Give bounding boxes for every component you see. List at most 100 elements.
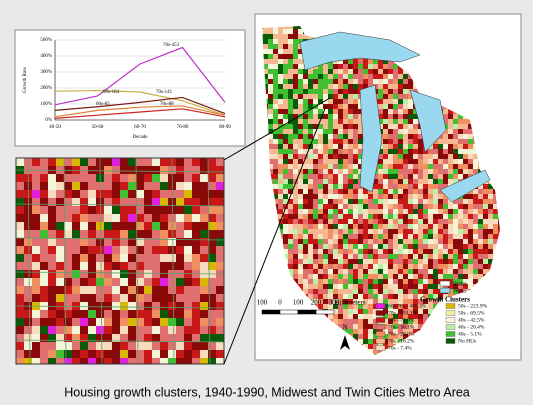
zoom-cell	[88, 262, 96, 270]
map-cell	[468, 194, 473, 199]
zoom-cell	[120, 238, 128, 246]
map-cell	[293, 274, 298, 279]
map-cell	[373, 264, 378, 269]
zoom-cell	[120, 270, 128, 278]
zoom-cell	[48, 214, 56, 222]
map-cell	[348, 324, 353, 329]
map-cell	[293, 244, 298, 249]
zoom-cell	[160, 190, 168, 198]
water-swatch	[439, 287, 451, 294]
map-cell	[358, 134, 363, 139]
zoom-cell	[80, 174, 88, 182]
map-cell	[428, 209, 433, 214]
map-cell	[373, 354, 378, 355]
zoom-cell	[32, 158, 40, 166]
map-cell	[268, 164, 273, 169]
map-cell	[313, 299, 318, 304]
map-cell	[273, 179, 278, 184]
map-cell	[403, 284, 408, 289]
map-cell	[278, 224, 283, 229]
zoom-cell	[56, 246, 64, 254]
map-cell	[458, 139, 463, 144]
map-cell	[483, 204, 488, 209]
map-cell	[293, 229, 298, 234]
zoom-cell	[128, 254, 136, 262]
map-cell	[318, 84, 323, 89]
scale-bar	[261, 309, 281, 315]
map-cell	[353, 279, 358, 284]
map-cell	[483, 184, 488, 189]
map-cell	[383, 169, 388, 174]
map-cell	[423, 319, 428, 324]
zoom-cell	[72, 174, 80, 182]
map-cell	[338, 84, 343, 89]
map-cell	[353, 319, 358, 324]
x-tick-label: 40-50	[49, 125, 61, 130]
map-cell	[278, 119, 283, 124]
zoom-cell	[96, 286, 104, 294]
map-cell	[283, 44, 288, 49]
zoom-cell	[128, 222, 136, 230]
map-cell	[428, 194, 433, 199]
map-cell	[318, 159, 323, 164]
zoom-cell	[200, 318, 208, 326]
map-cell	[278, 194, 283, 199]
map-cell	[428, 154, 433, 159]
map-cell	[378, 94, 383, 99]
map-cell	[288, 149, 293, 154]
map-cell	[418, 324, 423, 329]
map-cell	[288, 254, 293, 259]
map-cell	[333, 109, 338, 114]
zoom-cell	[136, 230, 144, 238]
map-cell	[443, 294, 448, 299]
map-cell	[293, 199, 298, 204]
map-cell	[363, 189, 368, 194]
map-cell	[358, 149, 363, 154]
map-cell	[463, 284, 468, 289]
map-cell	[368, 209, 373, 214]
map-cell	[268, 94, 273, 99]
map-cell	[353, 329, 358, 334]
map-cell	[308, 264, 313, 269]
map-cell	[353, 219, 358, 224]
map-cell	[378, 114, 383, 119]
map-cell	[423, 164, 428, 169]
map-cell	[318, 149, 323, 154]
map-cell	[488, 209, 493, 214]
map-cell	[358, 139, 363, 144]
map-cell	[358, 239, 363, 244]
map-cell	[483, 249, 488, 254]
map-cell	[378, 249, 383, 254]
zoom-cell	[56, 334, 64, 342]
map-cell	[313, 149, 318, 154]
map-cell	[408, 84, 413, 89]
zoom-cell	[24, 294, 32, 302]
map-cell	[358, 69, 363, 74]
map-cell	[413, 324, 418, 329]
scale-bar	[297, 309, 317, 315]
map-cell	[328, 159, 333, 164]
map-cell	[473, 189, 478, 194]
map-cell	[288, 179, 293, 184]
zoom-cell	[208, 294, 216, 302]
map-cell	[433, 239, 438, 244]
map-cell	[398, 239, 403, 244]
map-cell	[303, 124, 308, 129]
zoom-cell	[192, 182, 200, 190]
map-cell	[448, 169, 453, 174]
zoom-cell	[160, 278, 168, 286]
map-cell	[428, 244, 433, 249]
map-cell	[408, 74, 413, 79]
zoom-cell	[32, 190, 40, 198]
zoom-cell	[128, 198, 136, 206]
map-cell	[308, 139, 313, 144]
map-cell	[333, 129, 338, 134]
map-cell	[318, 274, 323, 279]
zoom-cell	[184, 326, 192, 334]
map-cell	[293, 184, 298, 189]
zoom-cell	[184, 238, 192, 246]
map-cell	[393, 129, 398, 134]
map-cell	[298, 154, 303, 159]
map-cell	[293, 129, 298, 134]
map-cell	[448, 134, 453, 139]
